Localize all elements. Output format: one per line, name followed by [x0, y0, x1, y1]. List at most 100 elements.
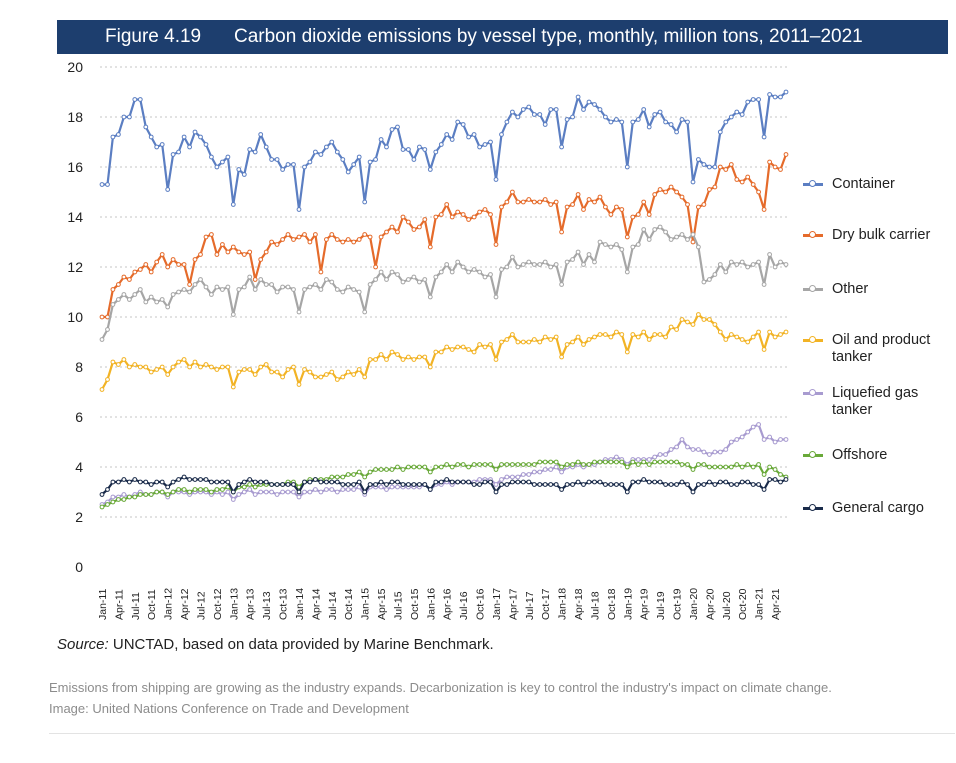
data-point — [384, 467, 389, 472]
data-point — [679, 317, 685, 322]
legend-label-lng: Liquefied gas tanker — [832, 385, 919, 418]
data-point — [154, 367, 160, 372]
data-point — [696, 157, 701, 162]
data-point — [274, 482, 280, 487]
series-line-offshore — [101, 460, 787, 509]
data-point — [444, 462, 450, 467]
data-point — [739, 112, 745, 117]
data-point — [263, 144, 269, 150]
data-point — [400, 214, 406, 220]
data-point — [745, 99, 751, 105]
x-tick-label: Jan-21 — [754, 588, 766, 620]
data-point — [324, 487, 329, 492]
figure-label: Figure 4.19 — [105, 26, 202, 47]
data-point — [417, 482, 422, 487]
data-point — [269, 489, 275, 495]
data-point — [307, 284, 313, 290]
data-point — [750, 424, 756, 430]
data-point — [504, 474, 510, 480]
data-point — [482, 142, 488, 147]
data-point — [685, 319, 690, 325]
data-point — [750, 464, 756, 470]
data-point — [493, 489, 499, 495]
data-point — [203, 234, 209, 240]
data-point — [592, 102, 597, 107]
data-point — [427, 167, 433, 172]
data-point — [329, 139, 335, 145]
data-point — [406, 219, 411, 225]
data-point — [373, 157, 379, 162]
data-point — [449, 214, 455, 220]
data-point — [739, 434, 745, 440]
data-point — [745, 174, 751, 180]
data-point — [389, 269, 395, 275]
data-point — [214, 252, 220, 257]
data-point — [761, 347, 767, 352]
data-point — [542, 482, 548, 487]
data-point — [252, 287, 258, 292]
data-point — [586, 99, 592, 105]
data-point — [159, 364, 165, 370]
data-point — [116, 497, 121, 502]
data-point — [302, 489, 307, 495]
data-point — [307, 159, 313, 165]
data-point — [389, 224, 395, 230]
data-point — [247, 147, 253, 152]
data-point — [526, 104, 532, 110]
data-point — [690, 239, 696, 245]
data-point — [712, 449, 718, 455]
data-point — [236, 287, 242, 292]
data-point — [148, 369, 154, 375]
data-point — [455, 259, 461, 265]
data-point — [624, 489, 630, 495]
data-point — [181, 134, 187, 140]
data-point — [542, 259, 548, 265]
data-point — [608, 334, 614, 340]
x-tick-label: Oct-19 — [672, 588, 684, 620]
data-point — [564, 342, 570, 347]
data-point — [510, 479, 515, 485]
data-point — [592, 479, 597, 485]
data-point — [652, 479, 658, 485]
data-point — [367, 282, 373, 287]
data-point — [356, 289, 362, 295]
data-point — [652, 112, 658, 117]
data-point — [373, 467, 379, 472]
data-point — [340, 482, 346, 487]
y-tick-label: 10 — [67, 309, 83, 325]
data-point — [668, 324, 674, 330]
data-point — [603, 459, 608, 465]
data-point — [263, 489, 269, 495]
data-point — [154, 144, 160, 150]
data-point — [685, 237, 690, 242]
data-point — [230, 244, 236, 250]
data-point — [520, 462, 526, 467]
data-point — [690, 179, 696, 185]
data-point — [187, 364, 193, 370]
data-point — [581, 262, 586, 267]
data-point — [110, 134, 116, 140]
data-point — [449, 347, 455, 352]
image-caption: Emissions from shipping are growing as t… — [49, 677, 832, 719]
data-point — [455, 119, 461, 125]
data-point — [220, 364, 225, 370]
source-text: UNCTAD, based on data provided by Marine… — [108, 636, 494, 653]
data-point — [570, 257, 575, 262]
data-point — [723, 464, 729, 470]
data-point — [723, 447, 729, 452]
data-point — [438, 269, 444, 275]
x-tick-label: Oct-15 — [409, 588, 421, 620]
data-point — [756, 329, 761, 335]
data-point — [411, 357, 417, 362]
data-point — [728, 162, 734, 167]
data-point — [187, 282, 193, 287]
data-point — [427, 469, 433, 475]
data-point — [170, 364, 176, 370]
data-point — [241, 252, 247, 257]
data-point — [313, 487, 318, 492]
series-offshore — [99, 459, 789, 510]
legend-swatch-lng — [803, 389, 823, 396]
data-point — [641, 477, 647, 482]
data-point — [192, 257, 198, 262]
data-point — [252, 372, 258, 377]
